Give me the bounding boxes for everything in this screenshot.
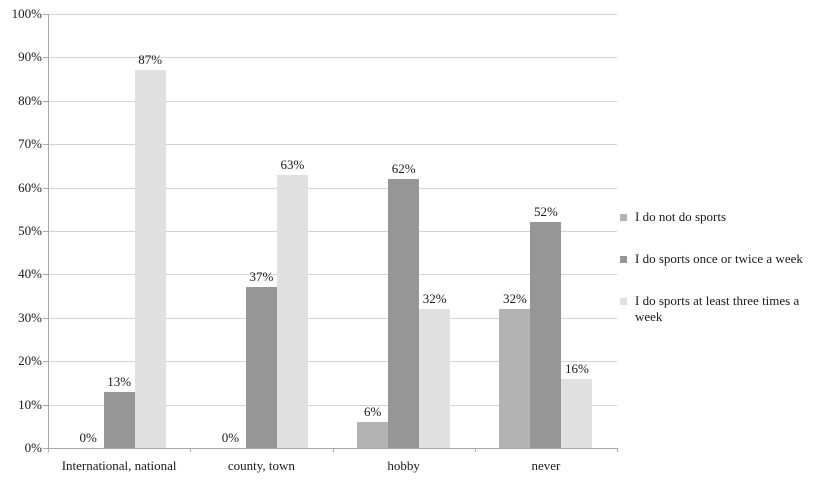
bar-value-label: 6% bbox=[363, 403, 382, 419]
y-axis-tick-label: 60% bbox=[18, 179, 42, 195]
bar-value-label: 16% bbox=[564, 360, 589, 376]
bar bbox=[419, 309, 451, 448]
gridline bbox=[48, 57, 617, 59]
legend-swatch-icon bbox=[620, 256, 627, 263]
y-axis-tick-label: 40% bbox=[18, 266, 42, 282]
x-axis-category-label: International, national bbox=[61, 458, 177, 473]
bar bbox=[530, 222, 562, 448]
x-axis-category-label: hobby bbox=[387, 458, 420, 473]
gridline bbox=[48, 100, 617, 102]
y-axis-tick bbox=[43, 100, 48, 102]
bar bbox=[134, 70, 166, 448]
y-axis-line bbox=[48, 14, 49, 448]
y-axis-tick bbox=[43, 144, 48, 146]
x-axis-tick bbox=[617, 448, 618, 452]
legend-item: I do sports once or twice a week bbox=[620, 251, 813, 267]
y-axis-tick bbox=[43, 317, 48, 319]
gridline bbox=[48, 274, 617, 276]
y-axis-tick bbox=[43, 57, 48, 59]
y-axis-tick-label: 50% bbox=[18, 223, 42, 238]
bar-value-label: 0% bbox=[221, 430, 240, 445]
y-axis-tick-label: 70% bbox=[18, 136, 42, 152]
bar-value-label: 62% bbox=[391, 160, 416, 176]
y-axis-tick bbox=[43, 448, 48, 449]
x-axis-category-label: county, town bbox=[227, 458, 295, 473]
legend-item-label: I do sports at least three times a week bbox=[635, 293, 800, 324]
bar bbox=[276, 174, 308, 448]
y-axis-tick-label: 30% bbox=[18, 309, 42, 325]
y-axis-tick bbox=[43, 187, 48, 189]
bar bbox=[499, 309, 531, 448]
gridline bbox=[48, 404, 617, 406]
bar-value-label: 32% bbox=[502, 291, 527, 307]
x-axis-tick bbox=[332, 448, 334, 452]
x-axis-category-label: never bbox=[531, 458, 561, 473]
legend-item-label: I do sports once or twice a week bbox=[635, 251, 803, 266]
gridline bbox=[48, 317, 617, 319]
legend-item: I do sports at least three times a week bbox=[620, 293, 813, 325]
y-axis-tick-label: 80% bbox=[18, 92, 42, 108]
legend-item: I do not do sports bbox=[620, 209, 813, 225]
y-axis-tick-label: 100% bbox=[11, 6, 42, 21]
y-axis-tick-label: 10% bbox=[18, 396, 42, 412]
legend-swatch-icon bbox=[620, 214, 627, 221]
bar-value-label: 32% bbox=[422, 291, 447, 307]
bar bbox=[388, 178, 420, 448]
bar bbox=[103, 391, 135, 448]
chart-legend: I do not do sports I do sports once or tw… bbox=[620, 209, 813, 351]
bar-value-label: 37% bbox=[249, 269, 274, 285]
legend-swatch-icon bbox=[620, 298, 627, 305]
gridline bbox=[48, 14, 617, 15]
y-axis-tick-label: 90% bbox=[18, 49, 42, 65]
y-axis-tick bbox=[43, 274, 48, 276]
y-axis-tick bbox=[43, 14, 48, 15]
gridline bbox=[48, 144, 617, 146]
gridline bbox=[48, 187, 617, 189]
y-axis-tick-label: 0% bbox=[24, 440, 42, 455]
x-axis-tick bbox=[190, 448, 192, 452]
bar-value-label: 13% bbox=[107, 373, 132, 389]
bar-value-label: 52% bbox=[533, 204, 558, 220]
bar-value-label: 87% bbox=[138, 52, 163, 68]
bar-value-label: 63% bbox=[280, 156, 305, 172]
bar-value-label: 0% bbox=[79, 430, 97, 445]
bar bbox=[561, 378, 593, 448]
bar bbox=[357, 421, 389, 448]
y-axis-tick bbox=[43, 404, 48, 406]
y-axis-tick bbox=[43, 231, 48, 232]
y-axis-tick bbox=[43, 361, 48, 363]
gridline bbox=[48, 231, 617, 232]
x-axis-tick bbox=[48, 448, 49, 452]
gridline bbox=[48, 361, 617, 363]
legend-item-label: I do not do sports bbox=[635, 209, 726, 224]
bar bbox=[245, 287, 277, 448]
y-axis-tick-label: 20% bbox=[18, 353, 42, 369]
x-axis-tick bbox=[474, 448, 476, 452]
